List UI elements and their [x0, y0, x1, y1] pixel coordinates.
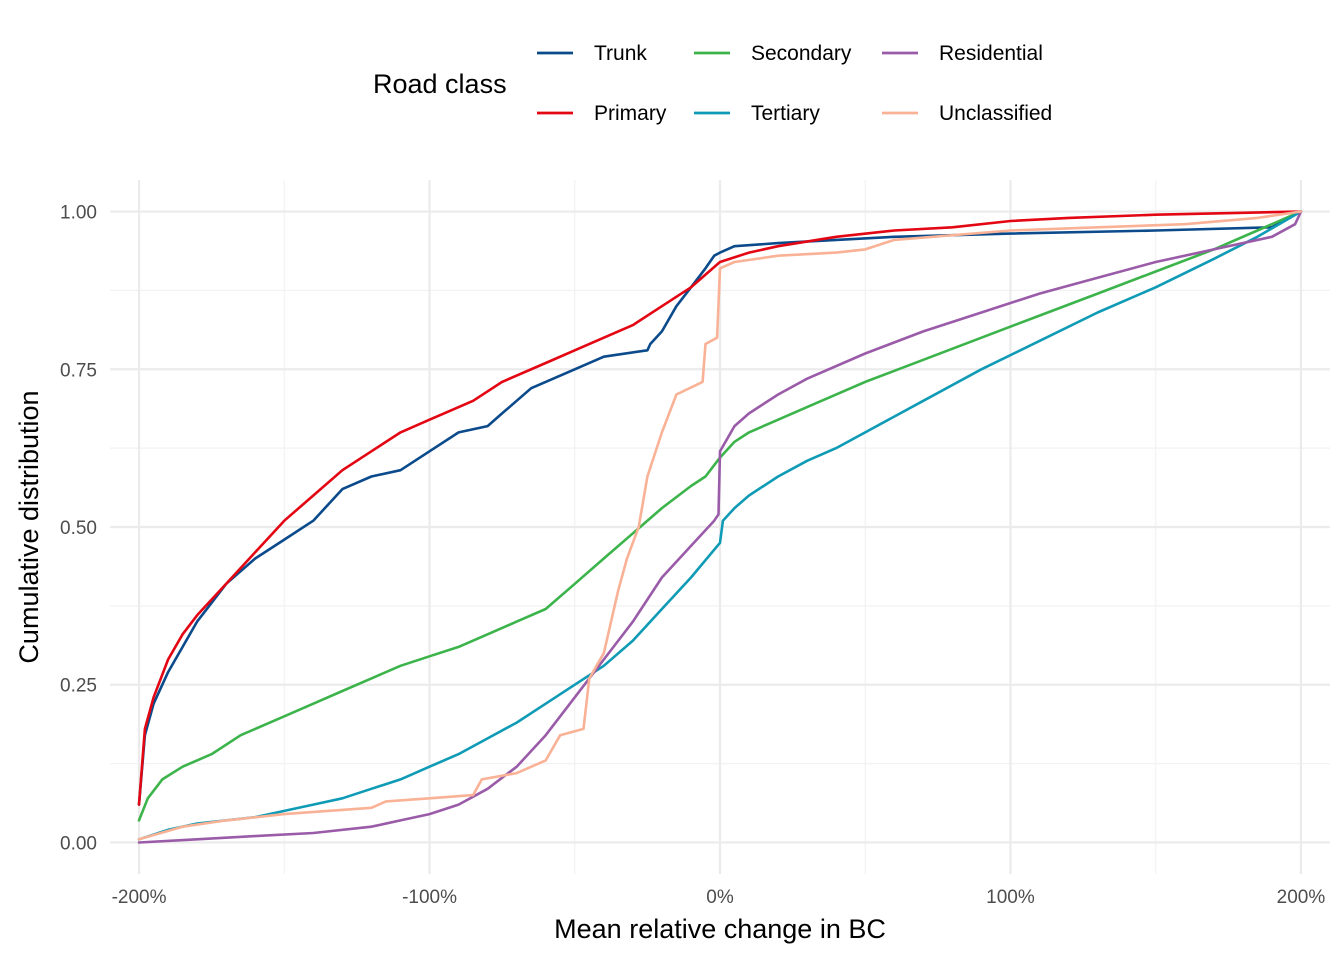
- legend-item-tertiary: Tertiary: [694, 102, 820, 125]
- y-axis-tick-labels: 0.00 0.25 0.50 0.75 1.00: [60, 203, 97, 855]
- x-tick-label: 200%: [1277, 887, 1326, 908]
- legend-label-tertiary: Tertiary: [751, 102, 820, 125]
- legend-label-residential: Residential: [939, 42, 1043, 65]
- series-line-primary: [137, 210, 1303, 806]
- x-axis-tick-labels: -200% -100% 0% 100% 200%: [112, 887, 1326, 908]
- legend-label-secondary: Secondary: [751, 42, 852, 65]
- y-tick-label: 0.00: [60, 833, 97, 854]
- y-tick-label: 1.00: [60, 203, 97, 224]
- series-line-residential: [137, 210, 1303, 844]
- series-line-trunk: [137, 210, 1303, 806]
- series-line-tertiary: [137, 210, 1303, 841]
- legend-items: Trunk Primary Secondary Tertiary Residential…: [537, 42, 1052, 125]
- legend-title: Road class: [373, 69, 507, 99]
- series-line-secondary: [137, 210, 1303, 822]
- x-tick-label: -200%: [112, 887, 167, 908]
- legend-label-trunk: Trunk: [594, 42, 647, 65]
- legend-item-residential: Residential: [882, 42, 1043, 65]
- x-axis-title: Mean relative change in BC: [554, 914, 886, 944]
- legend-label-primary: Primary: [594, 102, 667, 125]
- legend-item-trunk: Trunk: [537, 42, 647, 65]
- x-tick-label: 100%: [986, 887, 1035, 908]
- y-tick-label: 0.75: [60, 360, 97, 381]
- series-line-unclassified: [137, 210, 1303, 841]
- legend-item-unclassified: Unclassified: [882, 102, 1052, 125]
- legend-label-unclassified: Unclassified: [939, 102, 1052, 125]
- legend-item-primary: Primary: [537, 102, 667, 125]
- legend-item-secondary: Secondary: [694, 42, 852, 65]
- x-tick-label: 0%: [706, 887, 734, 908]
- legend: Road class Trunk Primary Secondary Tertiary…: [373, 42, 1052, 125]
- series-lines: [137, 210, 1303, 844]
- x-tick-label: -100%: [402, 887, 457, 908]
- y-axis-title: Cumulative distribution: [14, 390, 44, 663]
- y-tick-label: 0.50: [60, 518, 97, 539]
- y-tick-label: 0.25: [60, 676, 97, 697]
